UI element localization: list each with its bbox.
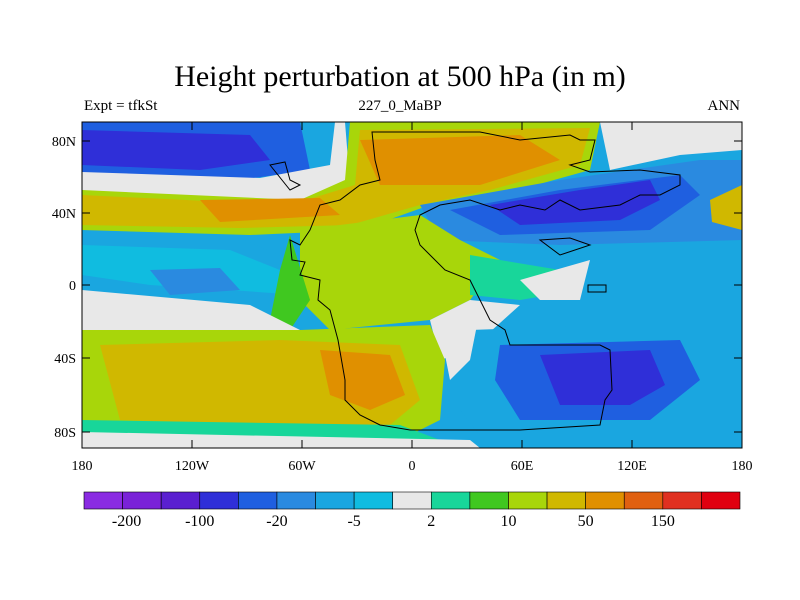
colorbar-swatch	[701, 491, 741, 510]
colorbar-swatch	[353, 491, 394, 510]
colorbar-label: -100	[185, 513, 214, 530]
x-tick-label: 60W	[288, 459, 316, 474]
season-label: ANN	[707, 98, 741, 114]
colorbar-label: 150	[651, 513, 675, 530]
colorbar-swatch	[392, 491, 432, 510]
colorbar-swatch	[122, 491, 162, 510]
colorbar-label: 2	[427, 513, 435, 530]
x-tick-label: 60E	[511, 459, 534, 474]
x-tick-label: 180	[732, 459, 753, 474]
x-tick-label: 120E	[617, 459, 647, 474]
experiment-label: Expt = tfkSt	[84, 98, 158, 114]
colorbar-label: 50	[578, 513, 594, 530]
y-tick-label: 40N	[52, 207, 76, 222]
colorbar-swatch	[199, 491, 239, 510]
longitude-axis: 180 120W 60W 0 60E 120E 180	[72, 122, 753, 474]
height-field	[82, 122, 742, 448]
colorbar-swatch	[469, 491, 509, 510]
colorbar-label: -5	[347, 513, 360, 530]
y-tick-label: 80S	[54, 426, 76, 441]
colorbar-label: 10	[500, 513, 516, 530]
colorbar-swatch	[623, 491, 664, 510]
y-tick-label: 0	[69, 279, 76, 294]
colorbar-swatch	[585, 491, 625, 510]
colorbar-swatch	[83, 491, 123, 510]
colorbar-swatch	[508, 491, 548, 510]
case-label: 227_0_MaBP	[358, 98, 442, 114]
colorbar-label: -200	[112, 513, 141, 530]
y-tick-label: 80N	[52, 135, 76, 150]
colorbar-swatch	[662, 491, 702, 510]
x-tick-label: 180	[72, 459, 93, 474]
coastline-outline	[269, 131, 681, 431]
colorbar-swatch	[238, 491, 278, 510]
colorbar-swatch	[315, 491, 355, 510]
colorbar-label: -20	[266, 513, 287, 530]
latitude-axis: 80N 40N 0 40S 80S	[52, 135, 742, 441]
colorbar-swatch	[276, 491, 316, 510]
plot-title: Height perturbation at 500 hPa (in m)	[174, 60, 626, 93]
colorbar-swatch	[430, 491, 471, 510]
x-tick-label: 0	[409, 459, 416, 474]
y-tick-label: 40S	[54, 352, 76, 367]
x-tick-label: 120W	[175, 459, 210, 474]
colorbar-swatch	[160, 491, 201, 510]
colorbar-swatch	[546, 491, 586, 510]
colorbar: -200 -100 -20 -5 2 10 50 150	[83, 491, 741, 530]
